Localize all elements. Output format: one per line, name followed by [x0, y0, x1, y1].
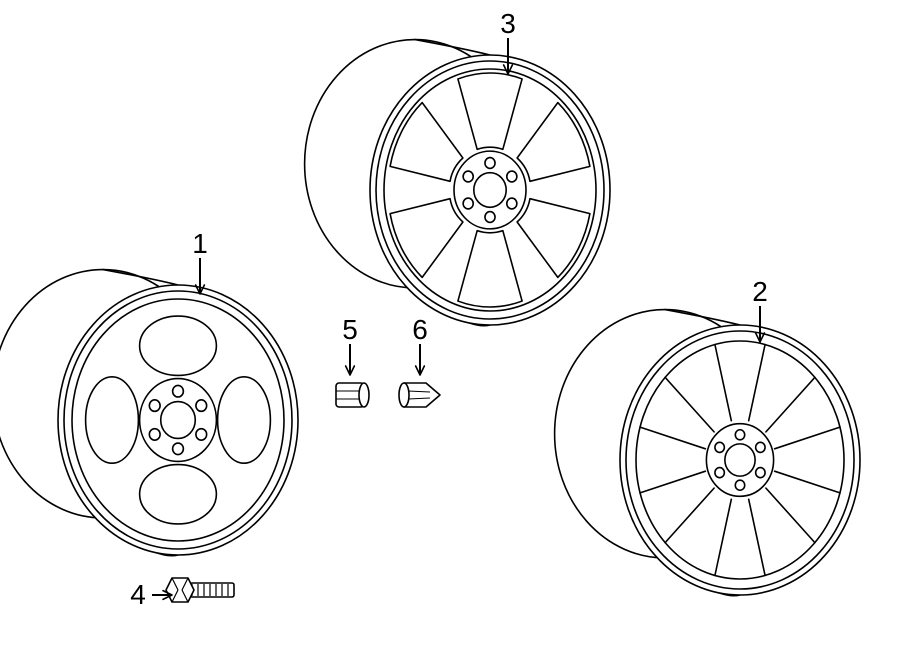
callout-label-6: 6 — [412, 314, 428, 346]
diagram-svg — [0, 0, 900, 661]
callout-label-2: 2 — [752, 276, 768, 308]
callout-label-5: 5 — [342, 314, 358, 346]
diagram-stage: 1 2 3 4 5 6 — [0, 0, 900, 661]
callout-label-4: 4 — [130, 579, 146, 611]
callout-label-1: 1 — [192, 228, 208, 260]
callout-label-3: 3 — [500, 8, 516, 40]
